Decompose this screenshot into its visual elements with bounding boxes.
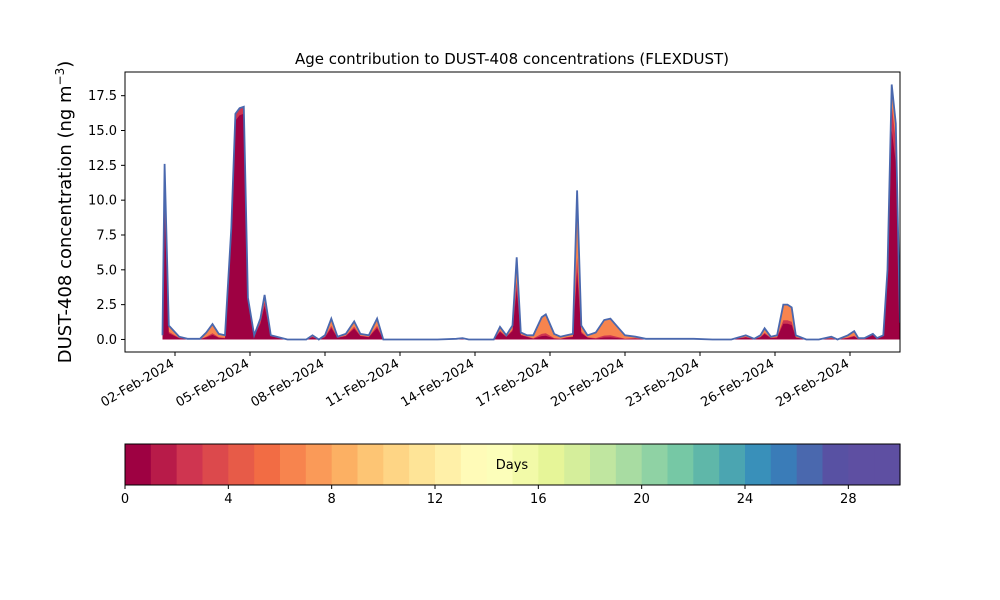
y-axis-label-text: DUST-408 concentration (ng m [55, 85, 76, 363]
x-tick-label: 20-Feb-2024 [548, 356, 627, 410]
colorbar-frame [124, 443, 901, 486]
x-tick-label: 11-Feb-2024 [323, 356, 402, 410]
x-tick-label: 14-Feb-2024 [398, 356, 477, 410]
colorbar-tick-label: 16 [530, 492, 547, 507]
y-tick-label: 2.5 [96, 298, 117, 313]
colorbar-tick-label: 4 [224, 492, 232, 507]
y-tick-label: 12.5 [88, 159, 117, 174]
colorbar-segment [564, 444, 591, 485]
colorbar-segment [693, 444, 720, 485]
x-tick-label: 08-Feb-2024 [248, 356, 327, 410]
colorbar-segment [125, 444, 152, 485]
colorbar-segment [409, 444, 436, 485]
colorbar-segment [280, 444, 307, 485]
colorbar-segment [460, 444, 488, 485]
chart-title: Age contribution to DUST-408 concentrati… [295, 50, 729, 68]
y-tick-label: 0.0 [96, 333, 117, 348]
colorbar-segment [590, 444, 617, 485]
colorbar-tick-label: 8 [328, 492, 336, 507]
x-tick-label: 02-Feb-2024 [98, 356, 177, 410]
colorbar-segment [435, 444, 462, 485]
y-tick-label: 5.0 [96, 263, 117, 278]
total-outline [161, 84, 900, 341]
plot-frame [124, 71, 901, 353]
area-aged-contribution [162, 84, 900, 340]
colorbar-segment [641, 444, 669, 485]
x-tick-label: 26-Feb-2024 [698, 356, 777, 410]
y-tick-label: 15.0 [88, 124, 117, 139]
x-tick-label: 17-Feb-2024 [473, 356, 552, 410]
colorbar-segment [305, 444, 333, 485]
colorbar-segment [822, 444, 849, 485]
y-tick-label: 10.0 [88, 194, 117, 209]
y-tick-label: 17.5 [88, 89, 117, 104]
area-fresh-contribution [162, 113, 900, 340]
area-young-contribution [162, 104, 900, 340]
colorbar-segment [719, 444, 746, 485]
y-tick-label: 7.5 [96, 228, 117, 243]
colorbar: 0 4 8 12 16 20 24 28 [121, 443, 901, 507]
x-tick-label: 29-Feb-2024 [773, 356, 852, 410]
colorbar-tick-label: 28 [840, 492, 857, 507]
colorbar-segment [538, 444, 565, 485]
colorbar-segment [331, 444, 359, 485]
x-tick-label: 05-Feb-2024 [173, 356, 252, 410]
colorbar-segment [745, 444, 772, 485]
colorbar-tick-label: 0 [121, 492, 129, 507]
colorbar-segment [874, 444, 901, 485]
axes: 0.02.55.07.510.012.515.017.502-Feb-20240… [88, 71, 901, 410]
plot-area [161, 84, 900, 341]
colorbar-tick-label: 24 [737, 492, 754, 507]
colorbar-segment [848, 444, 875, 485]
colorbar-segment [770, 444, 798, 485]
colorbar-segment [796, 444, 824, 485]
colorbar-segment [512, 444, 539, 485]
colorbar-segment [615, 444, 643, 485]
y-axis-label-close: ) [55, 61, 76, 68]
y-axis-label: DUST-408 concentration (ng m−3) [53, 61, 76, 364]
colorbar-segment [150, 444, 178, 485]
colorbar-label: Days [496, 458, 529, 473]
colorbar-segment [228, 444, 255, 485]
colorbar-segment [254, 444, 281, 485]
x-tick-label: 23-Feb-2024 [623, 356, 702, 410]
colorbar-segment [667, 444, 694, 485]
colorbar-tick-label: 20 [633, 492, 650, 507]
colorbar-segment [357, 444, 384, 485]
colorbar-segment [383, 444, 410, 485]
y-axis-label-unit-exponent: −3 [53, 68, 67, 86]
colorbar-segment [176, 444, 204, 485]
colorbar-segment [486, 444, 514, 485]
colorbar-tick-label: 12 [427, 492, 444, 507]
colorbar-segment [202, 444, 229, 485]
